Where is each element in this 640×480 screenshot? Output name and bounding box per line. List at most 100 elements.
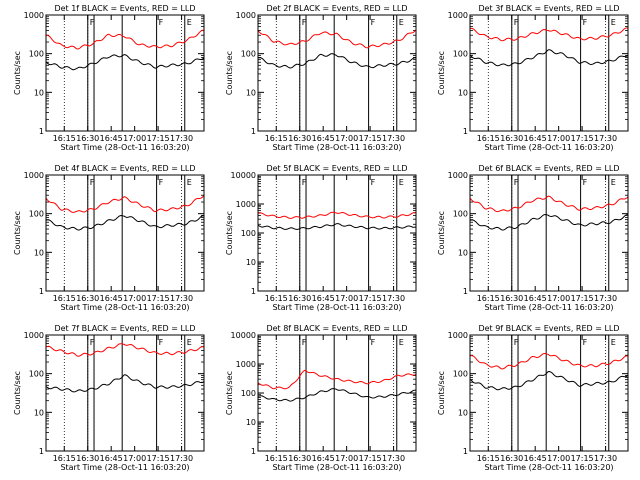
x-tick-label: 17:15 bbox=[147, 294, 170, 303]
y-axis-label: Counts/sec bbox=[225, 51, 234, 95]
x-tick-label: 17:15 bbox=[147, 454, 170, 463]
y-tick-label: 10 bbox=[34, 88, 44, 97]
x-tick-label: 17:30 bbox=[382, 134, 405, 143]
y-tick-label: 10 bbox=[458, 248, 468, 257]
y-tick-label: 1000 bbox=[236, 11, 256, 20]
lld-series-line bbox=[257, 211, 417, 219]
x-tick-label: 17:15 bbox=[571, 294, 594, 303]
y-tick-label: 10 bbox=[246, 88, 256, 97]
annotation-label: F bbox=[514, 18, 519, 27]
x-tick-label: 17:30 bbox=[382, 294, 405, 303]
y-tick-label: 1 bbox=[463, 447, 468, 456]
plot-frame bbox=[469, 14, 629, 132]
y-tick-label: 1000 bbox=[448, 171, 468, 180]
x-tick-label: 17:30 bbox=[594, 454, 617, 463]
y-tick-label: 1000 bbox=[24, 171, 44, 180]
events-series-line bbox=[469, 49, 629, 67]
x-axis-label: Start Time (28-Oct-11 16:03:20) bbox=[60, 143, 189, 152]
annotation-label: F bbox=[159, 338, 164, 347]
annotation-label: E bbox=[187, 178, 192, 187]
x-axis-label: Start Time (28-Oct-11 16:03:20) bbox=[272, 463, 401, 472]
y-tick-label: 10 bbox=[34, 408, 44, 417]
x-tick-label: 16:45 bbox=[312, 454, 335, 463]
lld-series-line bbox=[257, 369, 417, 390]
y-tick-label: 1 bbox=[251, 287, 256, 296]
y-tick-label: 1000 bbox=[448, 331, 468, 340]
plot-frame bbox=[469, 174, 629, 292]
x-tick-label: 16:45 bbox=[524, 134, 547, 143]
x-tick-label: 16:45 bbox=[312, 294, 335, 303]
panel-title: Det 5f BLACK = Events, RED = LLD bbox=[266, 164, 407, 173]
x-axis-label: Start Time (28-Oct-11 16:03:20) bbox=[484, 463, 613, 472]
lld-series-line bbox=[470, 353, 629, 370]
annotation-label: E bbox=[611, 178, 616, 187]
x-tick-label: 17:15 bbox=[147, 134, 170, 143]
events-series-line bbox=[257, 223, 417, 230]
x-tick-label: 16:15 bbox=[477, 294, 500, 303]
x-tick-label: 17:00 bbox=[123, 134, 146, 143]
panel-det-5: Det 5f BLACK = Events, RED = LLD 1 10 100 10… bbox=[225, 164, 417, 312]
x-tick-label: 16:45 bbox=[524, 294, 547, 303]
x-tick-label: 16:30 bbox=[76, 294, 99, 303]
x-tick-label: 16:45 bbox=[312, 134, 335, 143]
y-tick-label: 10000 bbox=[231, 331, 256, 340]
y-tick-label: 100 bbox=[453, 50, 468, 59]
annotation-label: F bbox=[371, 338, 376, 347]
x-axis-label: Start Time (28-Oct-11 16:03:20) bbox=[272, 143, 401, 152]
x-tick-label: 17:00 bbox=[123, 454, 146, 463]
annotation-label: F bbox=[371, 178, 376, 187]
x-tick-label: 16:45 bbox=[100, 294, 123, 303]
annotation-label: F bbox=[371, 18, 376, 27]
x-tick-label: 16:45 bbox=[100, 134, 123, 143]
x-tick-label: 16:15 bbox=[265, 134, 288, 143]
panel-title: Det 6f BLACK = Events, RED = LLD bbox=[478, 164, 619, 173]
panel-det-8: Det 8f BLACK = Events, RED = LLD 1 10 100 10… bbox=[225, 324, 417, 472]
y-tick-label: 1 bbox=[463, 287, 468, 296]
plot-frame bbox=[257, 334, 417, 452]
annotation-label: E bbox=[187, 338, 192, 347]
y-tick-label: 1000 bbox=[24, 331, 44, 340]
y-tick-label: 1 bbox=[39, 127, 44, 136]
y-tick-label: 1 bbox=[251, 127, 256, 136]
x-tick-label: 17:30 bbox=[594, 134, 617, 143]
y-axis-label: Counts/sec bbox=[437, 51, 446, 95]
panel-det-7: Det 7f BLACK = Events, RED = LLD 1 10 100 10… bbox=[13, 324, 205, 472]
y-tick-label: 100 bbox=[29, 50, 44, 59]
panel-det-3: Det 3f BLACK = Events, RED = LLD 1 10 100 10… bbox=[437, 4, 629, 152]
annotation-label: F bbox=[159, 178, 164, 187]
y-axis-label: Counts/sec bbox=[437, 371, 446, 415]
y-tick-label: 1 bbox=[251, 447, 256, 456]
x-tick-label: 17:30 bbox=[382, 454, 405, 463]
panel-det-1: Det 1f BLACK = Events, RED = LLD 1 10 100 10… bbox=[13, 4, 205, 152]
x-axis-label: Start Time (28-Oct-11 16:03:20) bbox=[272, 303, 401, 312]
y-axis-label: Counts/sec bbox=[13, 51, 22, 95]
panel-title: Det 3f BLACK = Events, RED = LLD bbox=[478, 4, 619, 13]
x-tick-label: 16:30 bbox=[500, 134, 523, 143]
x-tick-label: 16:30 bbox=[76, 454, 99, 463]
panel-det-6: Det 6f BLACK = Events, RED = LLD 1 10 100 10… bbox=[437, 164, 629, 312]
annotation-label: F bbox=[514, 338, 519, 347]
annotation-label: E bbox=[611, 18, 616, 27]
x-tick-label: 17:30 bbox=[594, 294, 617, 303]
y-tick-label: 1 bbox=[39, 447, 44, 456]
panel-title: Det 7f BLACK = Events, RED = LLD bbox=[54, 324, 195, 333]
y-axis-label: Counts/sec bbox=[437, 211, 446, 255]
x-tick-label: 16:30 bbox=[288, 294, 311, 303]
x-tick-label: 17:00 bbox=[547, 134, 570, 143]
x-tick-label: 16:15 bbox=[53, 134, 76, 143]
x-tick-label: 17:00 bbox=[123, 294, 146, 303]
panel-det-9: Det 9f BLACK = Events, RED = LLD 1 10 100 10… bbox=[437, 324, 629, 472]
y-tick-label: 10 bbox=[34, 248, 44, 257]
x-tick-label: 16:15 bbox=[265, 294, 288, 303]
panel-det-4: Det 4f BLACK = Events, RED = LLD 1 10 100 10… bbox=[13, 164, 205, 312]
y-axis-label: Counts/sec bbox=[225, 371, 234, 415]
x-tick-label: 17:15 bbox=[359, 294, 382, 303]
x-tick-label: 16:15 bbox=[53, 294, 76, 303]
annotation-label: E bbox=[399, 338, 404, 347]
annotation-label: F bbox=[90, 178, 95, 187]
annotation-label: F bbox=[302, 338, 307, 347]
x-tick-label: 16:15 bbox=[477, 454, 500, 463]
x-tick-label: 16:15 bbox=[477, 134, 500, 143]
events-series-line bbox=[45, 54, 205, 71]
